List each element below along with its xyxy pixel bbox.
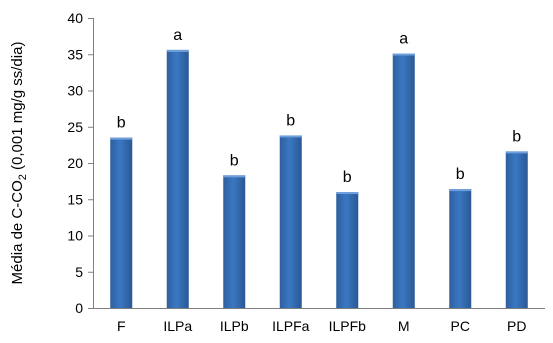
bar-ilpfa: [279, 135, 302, 308]
y-tick-label: 25: [67, 119, 83, 135]
x-tick-label-ilpa: ILPa: [163, 318, 192, 334]
y-tick-label: 35: [67, 46, 83, 62]
y-tick-label: 40: [67, 10, 83, 26]
bar-top-highlight: [449, 189, 472, 192]
significance-label-pc: b: [456, 166, 465, 183]
y-axis-label-subscript: 2: [17, 174, 29, 180]
bar-pc: [449, 189, 472, 308]
y-tick-label: 20: [67, 155, 83, 171]
bar-ilpa: [166, 49, 189, 309]
bars: [110, 49, 528, 309]
x-tick-label-ilpfa: ILPFa: [272, 318, 310, 334]
bar-f: [110, 137, 133, 308]
y-axis-label: Média de C-CO2 (0,001 mg/g ss/dia): [9, 42, 29, 285]
x-tick-label-f: F: [117, 318, 126, 334]
x-tick-label-pc: PC: [451, 318, 470, 334]
x-tick-label-pd: PD: [507, 318, 526, 334]
bar-top-highlight: [223, 175, 246, 178]
significance-label-ilpfb: b: [343, 169, 352, 186]
x-tick-label-ilpb: ILPb: [220, 318, 249, 334]
y-tick-label: 5: [75, 264, 83, 280]
x-tick-label-ilpfb: ILPFb: [329, 318, 367, 334]
bar-top-highlight: [279, 135, 302, 138]
x-axis-ticks: F ILPa ILPb ILPFa ILPFb M PC PD: [117, 318, 527, 334]
significance-label-ilpfa: b: [286, 112, 295, 129]
y-axis-label-suffix: (0,001 mg/g ss/dia): [9, 42, 26, 175]
bar-m: [392, 53, 415, 309]
bar-top-highlight: [110, 137, 133, 140]
bar-ilpfb: [336, 192, 359, 308]
x-tick-label-m: M: [398, 318, 410, 334]
y-tick-label: 30: [67, 83, 83, 99]
significance-label-ilpa: a: [173, 27, 182, 44]
significance-label-pd: b: [512, 128, 521, 145]
bar-top-highlight: [166, 49, 189, 52]
bar-ilpb: [223, 175, 246, 308]
y-tick-label: 15: [67, 191, 83, 207]
significance-label-f: b: [117, 115, 126, 132]
significance-label-m: a: [399, 31, 408, 48]
bar-pd: [505, 151, 528, 308]
y-axis-ticks: 0 5 10 15 20 25 30 35 40: [67, 10, 93, 316]
y-tick-label: 10: [67, 228, 83, 244]
bar-top-highlight: [505, 151, 528, 154]
significance-labels: b a b b b a b b: [117, 27, 522, 186]
bar-top-highlight: [392, 53, 415, 56]
bar-top-highlight: [336, 192, 359, 194]
significance-label-ilpb: b: [230, 152, 239, 169]
y-tick-label: 0: [75, 300, 83, 316]
y-axis-label-prefix: Média de C-CO: [9, 180, 26, 284]
